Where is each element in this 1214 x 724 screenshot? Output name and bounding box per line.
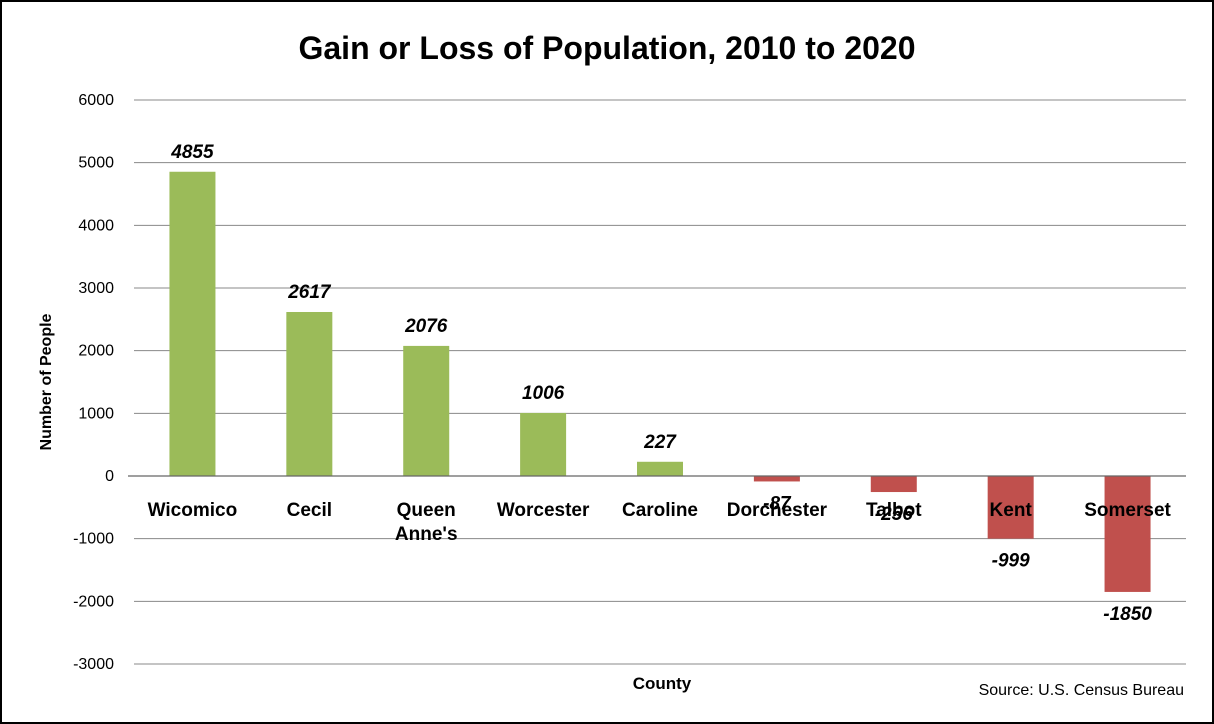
data-label: 2617 <box>287 282 332 303</box>
category-label: Dorchester <box>727 500 828 521</box>
y-tick-label: 0 <box>105 468 114 485</box>
bar <box>520 412 567 476</box>
y-tick-label: 1000 <box>78 405 114 422</box>
y-tick-label: 6000 <box>78 92 114 109</box>
bar <box>1104 476 1151 592</box>
y-tick-label: 2000 <box>78 343 114 360</box>
data-label: 1006 <box>522 383 565 404</box>
data-label: 2076 <box>404 316 448 337</box>
data-label: 227 <box>643 432 677 453</box>
category-label: Caroline <box>622 500 698 521</box>
y-tick-label: 3000 <box>78 280 114 297</box>
x-axis-title: County <box>632 674 692 693</box>
data-label: -1850 <box>1103 604 1152 625</box>
y-tick-label: 5000 <box>78 155 114 172</box>
bars <box>169 171 1151 592</box>
gridlines <box>134 99 1186 665</box>
data-label: -256 <box>875 504 913 525</box>
data-label: 4855 <box>170 142 214 163</box>
data-label: -999 <box>992 551 1030 572</box>
y-tick-label: -1000 <box>73 531 114 548</box>
category-label: Queen Anne's <box>395 500 458 545</box>
category-label: Wicomico <box>148 500 238 521</box>
category-label: Talbot <box>866 500 922 521</box>
y-tick-label: -3000 <box>73 656 114 673</box>
bar <box>870 476 917 493</box>
y-axis-title: Number of People <box>38 313 55 451</box>
source-note: Source: U.S. Census Bureau <box>978 682 1184 699</box>
category-label: Kent <box>990 500 1033 521</box>
category-labels: Wicomico Cecil Queen Anne's Worcester Carolin… <box>148 500 1172 545</box>
data-label: -87 <box>763 493 792 514</box>
category-label: Cecil <box>287 500 332 521</box>
bar <box>169 171 216 476</box>
chart-title: Gain or Loss of Population, 2010 to 2020 <box>298 30 916 66</box>
y-tick-label: 4000 <box>78 217 114 234</box>
data-labels: 4855 2617 2076 1006 227 -87 -256 -999 -1850 <box>170 142 1152 625</box>
bar <box>753 476 800 482</box>
y-tick-labels: 6000 5000 4000 3000 2000 1000 0 -1000 -2000 -3000 <box>73 92 114 673</box>
bar <box>403 345 450 476</box>
category-label: Worcester <box>497 500 590 521</box>
bar <box>637 461 683 476</box>
category-label: Somerset <box>1084 500 1171 521</box>
bar <box>987 476 1034 539</box>
bar <box>286 312 333 476</box>
y-tick-label: -2000 <box>73 593 114 610</box>
